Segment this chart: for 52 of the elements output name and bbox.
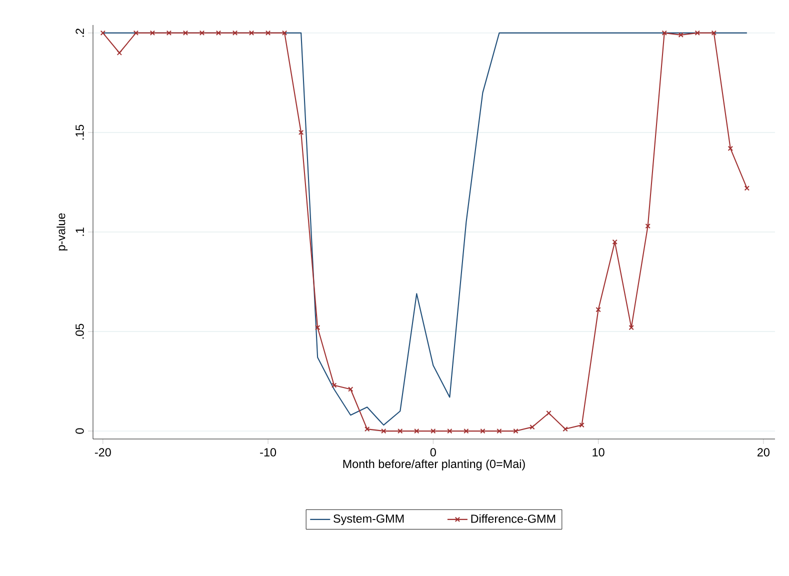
point: [381, 428, 386, 434]
point: [133, 30, 139, 36]
point: [711, 30, 717, 36]
point: [298, 130, 304, 136]
point: [496, 428, 502, 434]
y-tick-label: 0: [76, 428, 84, 434]
point: [662, 30, 667, 36]
y-tick-label: .2: [76, 28, 84, 37]
x-tick-label: 0: [430, 448, 436, 456]
point: [182, 30, 188, 36]
x-axis-title: Month before/after planting (0=Mai): [343, 459, 525, 470]
point: [364, 426, 370, 432]
point: [166, 30, 172, 36]
point: [447, 428, 452, 434]
point: [562, 426, 568, 432]
legend-label: Difference-GMM: [471, 514, 556, 523]
y-tick-label: .15: [76, 124, 84, 140]
point: [116, 50, 122, 56]
point: [199, 30, 205, 36]
point: [628, 324, 634, 330]
point: [430, 428, 436, 434]
point: [579, 422, 584, 428]
y-tick-label: .1: [76, 228, 84, 236]
point: [314, 324, 320, 330]
point: [398, 428, 403, 434]
point: [694, 30, 700, 36]
point: [546, 410, 552, 416]
point: [232, 30, 238, 36]
point: [265, 30, 271, 36]
point: [216, 30, 222, 36]
x-tick-label: 10: [592, 448, 604, 456]
point: [596, 307, 601, 312]
x-tick-label: 20: [758, 448, 770, 456]
x-tick-label: -10: [260, 448, 276, 456]
point: [678, 32, 684, 38]
point: [530, 424, 535, 430]
point: [464, 428, 469, 434]
y-axis-title: p-value: [56, 213, 68, 250]
x-tick-label: -20: [94, 448, 111, 456]
point: [728, 146, 734, 152]
point: [282, 30, 288, 36]
point: [414, 428, 420, 434]
point: [248, 30, 254, 36]
point: [645, 223, 650, 229]
point: [348, 386, 354, 392]
point: [331, 382, 337, 388]
legend-label: System-GMM: [334, 514, 404, 526]
point: [612, 239, 618, 245]
y-tick-label: .05: [76, 324, 84, 339]
point: [480, 428, 486, 434]
point: [150, 30, 156, 36]
point: [513, 428, 518, 434]
